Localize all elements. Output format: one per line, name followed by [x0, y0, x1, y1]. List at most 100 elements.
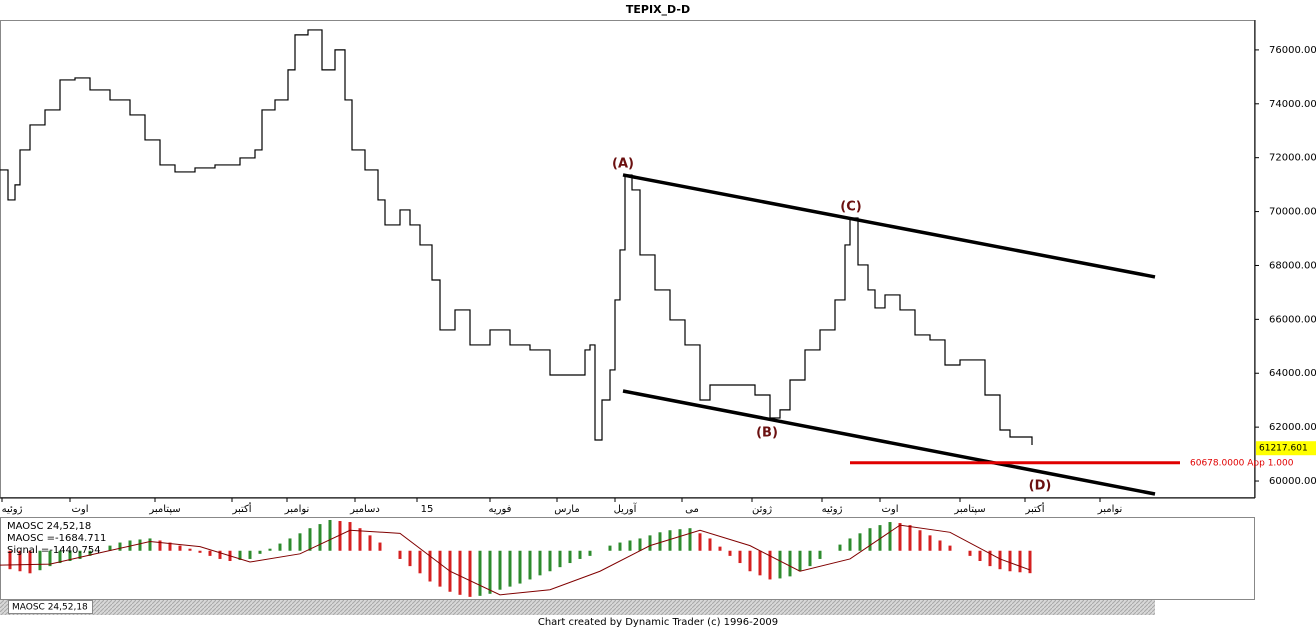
histogram-bar: [808, 550, 812, 567]
histogram-bar: [978, 550, 982, 561]
histogram-bar: [908, 525, 912, 551]
histogram-bar: [1028, 550, 1032, 574]
histogram-bar: [988, 550, 992, 567]
x-tick-label: ژوئیه: [2, 504, 23, 515]
trendline: [622, 389, 1156, 496]
histogram-bar: [918, 530, 922, 551]
histogram-bar: [298, 533, 302, 551]
histogram-bar: [438, 550, 442, 587]
x-tick-label: مارس: [554, 504, 579, 515]
x-tick-label: اوت: [881, 504, 898, 515]
histogram-bar: [898, 523, 902, 551]
histogram-bar: [378, 542, 382, 551]
histogram-bar: [758, 550, 762, 576]
x-tick-label: 15: [421, 504, 434, 515]
x-tick-label: نوامبر: [284, 504, 310, 515]
histogram-bar: [618, 542, 622, 551]
y-tick-label: 64000.000: [1269, 368, 1316, 379]
histogram-bar: [138, 539, 142, 551]
histogram-bar: [358, 528, 362, 551]
wave-label: (B): [756, 426, 778, 441]
histogram-bar: [658, 532, 662, 551]
wave-label: (D): [1029, 479, 1052, 494]
histogram-bar: [248, 550, 252, 559]
histogram-bar: [88, 550, 92, 556]
histogram-bar: [488, 550, 492, 594]
footer: Chart created by Dynamic Trader (c) 1996…: [538, 617, 778, 628]
last-value-box: [1256, 441, 1316, 456]
histogram-bar: [538, 550, 542, 576]
histogram-bar: [498, 550, 502, 590]
histogram-bar: [938, 540, 942, 551]
x-tick-label: ژوئن: [752, 504, 772, 515]
histogram-bar: [768, 550, 772, 580]
histogram-bar: [278, 543, 282, 551]
histogram-bar: [218, 550, 222, 559]
wave-label: (C): [840, 200, 861, 215]
osc-panel: [0, 517, 1255, 600]
histogram-bar: [948, 545, 952, 551]
x-tick-label: اوت: [71, 504, 88, 515]
histogram-bar: [308, 528, 312, 551]
histogram-bar: [998, 550, 1002, 570]
histogram-bar: [788, 550, 792, 577]
histogram-bar: [548, 550, 552, 572]
histogram-bar: [838, 544, 842, 551]
y-tick-label: 60000.000: [1269, 476, 1316, 487]
histogram-bar: [428, 550, 432, 582]
tab-label[interactable]: MAOSC 24,52,18: [12, 603, 88, 613]
osc-label: Signal =-1440.754: [7, 545, 101, 556]
histogram-bar: [288, 538, 292, 551]
histogram-bar: [708, 538, 712, 551]
histogram-bar: [408, 550, 412, 567]
histogram-bar: [398, 550, 402, 559]
x-tick-label: أکتبر: [1024, 502, 1044, 515]
y-tick-label: 72000.000: [1269, 153, 1316, 164]
histogram-bar: [648, 535, 652, 551]
histogram-bar: [578, 550, 582, 559]
x-tick-label: سپتامبر: [953, 504, 985, 515]
histogram-bar: [368, 535, 372, 551]
histogram-bar: [928, 535, 932, 551]
histogram-bar: [798, 550, 802, 572]
histogram-bar: [238, 550, 242, 560]
histogram-bar: [688, 528, 692, 551]
histogram-bar: [468, 550, 472, 597]
histogram-bar: [628, 540, 632, 551]
histogram-bar: [678, 529, 682, 551]
histogram-bar: [748, 550, 752, 572]
x-tick-label: آوریل: [614, 502, 638, 515]
histogram-bar: [348, 522, 352, 551]
trendline: [622, 173, 1156, 279]
histogram-bar: [328, 519, 332, 551]
x-tick-label: أکتبر: [231, 502, 251, 515]
histogram-bar: [188, 548, 192, 551]
histogram-bar: [258, 550, 262, 554]
chart-title: TEPIX_D-D: [626, 3, 690, 16]
histogram-bar: [1008, 550, 1012, 572]
x-tick-label: نوامبر: [1097, 504, 1123, 515]
histogram-bar: [58, 550, 62, 564]
histogram-bar: [178, 545, 182, 551]
histogram-bar: [338, 521, 342, 551]
level-label: 60678.0000 App 1.000: [1190, 458, 1294, 468]
x-tick-label: دسامبر: [349, 504, 380, 515]
histogram-bar: [478, 550, 482, 596]
histogram-bar: [78, 550, 82, 559]
histogram-bar: [18, 550, 22, 572]
x-tick-label: می: [685, 504, 699, 515]
histogram-bar: [778, 550, 782, 579]
x-tick-label: سپتامبر: [148, 504, 180, 515]
histogram-bar: [698, 533, 702, 551]
tab[interactable]: [8, 600, 93, 614]
histogram-bar: [968, 550, 972, 556]
histogram-bar: [108, 545, 112, 551]
histogram-bar: [528, 550, 532, 580]
osc-label: MAOSC 24,52,18: [7, 521, 91, 532]
x-tick-label: ژوئیه: [822, 504, 843, 515]
histogram-bar: [638, 538, 642, 551]
histogram-bar: [728, 550, 732, 556]
